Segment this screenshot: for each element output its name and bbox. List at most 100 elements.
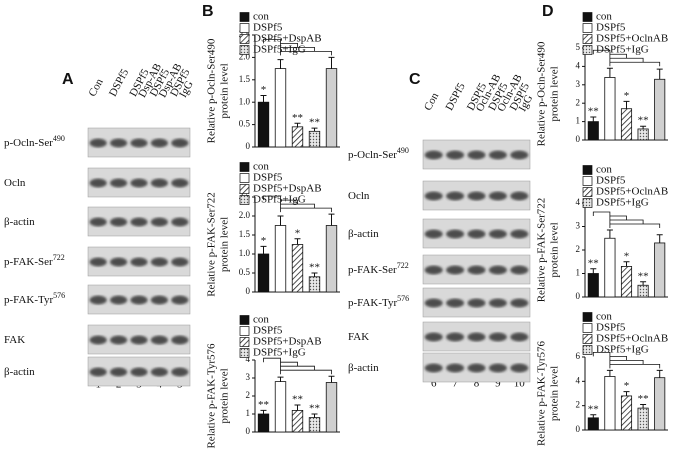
y-tick-label: 2 bbox=[576, 97, 581, 107]
legend-label: DSPf5+IgG bbox=[253, 44, 306, 56]
error-bar bbox=[294, 238, 301, 245]
bar bbox=[308, 130, 321, 148]
lane-number: 6 bbox=[431, 378, 437, 390]
blot-band bbox=[150, 367, 168, 377]
blot-band bbox=[510, 298, 529, 308]
legend-swatch bbox=[239, 337, 250, 347]
row-label: Ocln bbox=[4, 177, 26, 189]
bar bbox=[257, 253, 270, 293]
bar bbox=[291, 409, 304, 433]
lane-number: 9 bbox=[495, 378, 501, 390]
legend-swatch bbox=[582, 198, 593, 208]
y-tick-label: 1.5 bbox=[239, 229, 251, 239]
error-bar bbox=[623, 261, 630, 267]
legend-swatch bbox=[239, 195, 250, 205]
comparison-bracket bbox=[609, 57, 644, 63]
comparison-bracket bbox=[609, 53, 627, 59]
y-tick-label: 1.0 bbox=[239, 96, 251, 106]
bar bbox=[274, 381, 287, 433]
significance-label: ** bbox=[588, 106, 599, 118]
row-label-text: p-FAK-Tyr bbox=[348, 297, 397, 309]
row-label-text: β-actin bbox=[4, 216, 35, 228]
error-bar bbox=[656, 369, 663, 378]
panel-letter: B bbox=[202, 3, 214, 20]
significance-label: * bbox=[624, 250, 630, 262]
legend-swatch bbox=[582, 12, 593, 22]
error-bar bbox=[328, 56, 335, 69]
legend-swatch bbox=[582, 23, 593, 33]
blot-band bbox=[488, 332, 507, 342]
blot-band bbox=[130, 335, 148, 345]
blot-band bbox=[171, 367, 189, 377]
legend-label: DSPf5+IgG bbox=[253, 347, 306, 359]
blot-band bbox=[467, 363, 486, 373]
bar bbox=[620, 395, 633, 431]
error-bar bbox=[590, 268, 597, 274]
legend-label: DSPf5+IgG bbox=[596, 344, 649, 356]
blot-band bbox=[110, 295, 128, 305]
bar bbox=[587, 273, 599, 298]
comparison-bracket bbox=[263, 195, 281, 201]
row-label: β-actin bbox=[348, 362, 379, 374]
error-bar bbox=[260, 94, 267, 103]
blot-band bbox=[446, 150, 465, 160]
significance-label: ** bbox=[309, 403, 320, 415]
legend-label: DSPf5 bbox=[253, 22, 283, 34]
row-label-text: β-actin bbox=[348, 362, 379, 374]
row-label: p-FAK-Ser722 bbox=[4, 253, 65, 268]
blot-band bbox=[467, 229, 486, 239]
blot-band bbox=[130, 257, 148, 267]
bar bbox=[654, 377, 666, 431]
comparison-bracket bbox=[609, 219, 644, 225]
legend-label: DSPf5+IgG bbox=[596, 197, 649, 209]
y-axis-label: protein level bbox=[219, 217, 231, 272]
blot-band bbox=[467, 298, 486, 308]
bar bbox=[325, 68, 338, 148]
blot-band bbox=[110, 217, 128, 227]
blot-band bbox=[110, 178, 128, 188]
legend-label: DSPf5+OclnAB bbox=[596, 333, 668, 345]
legend-label: DSPf5+DspAB bbox=[253, 33, 322, 45]
blot-band bbox=[510, 229, 529, 239]
lane-number: 10 bbox=[514, 378, 526, 390]
y-tick-label: 4 bbox=[576, 60, 581, 70]
legend-swatch bbox=[239, 315, 250, 325]
panel-letter: C bbox=[409, 71, 421, 88]
legend-swatch bbox=[239, 348, 250, 358]
row-label: FAK bbox=[4, 334, 25, 346]
row-label-sup: 722 bbox=[397, 261, 409, 270]
row-label-text: p-Ocln-Ser bbox=[348, 149, 397, 161]
bar bbox=[291, 244, 304, 293]
blot-band bbox=[150, 335, 168, 345]
blot-band bbox=[446, 363, 465, 373]
comparison-bracket bbox=[592, 49, 611, 55]
legend-swatch bbox=[582, 45, 593, 55]
y-tick-label: 1.0 bbox=[239, 248, 251, 258]
comparison-bracket bbox=[280, 207, 332, 213]
y-tick-label: 2.0 bbox=[239, 210, 251, 220]
legend-swatch bbox=[239, 34, 250, 44]
row-label-sup: 490 bbox=[397, 146, 409, 155]
blot-band bbox=[488, 265, 507, 275]
bar bbox=[257, 101, 270, 148]
panel-letter: A bbox=[62, 71, 74, 88]
y-axis-label: protein level bbox=[219, 63, 231, 118]
significance-label: ** bbox=[309, 262, 320, 274]
error-bar bbox=[640, 281, 647, 286]
bar bbox=[637, 128, 649, 141]
legend-swatch bbox=[582, 176, 593, 186]
significance-label: * bbox=[261, 235, 267, 247]
error-bar bbox=[590, 414, 597, 418]
comparison-bracket bbox=[280, 203, 315, 209]
blot-band bbox=[446, 191, 465, 201]
blot-band bbox=[89, 367, 107, 377]
row-label: p-Ocln-Ser490 bbox=[4, 134, 65, 149]
y-axis-label: Relative p-FAK-Ser722 bbox=[536, 198, 548, 303]
y-tick-label: 0 bbox=[576, 424, 581, 434]
significance-label: ** bbox=[258, 399, 269, 411]
comparison-bracket bbox=[280, 51, 332, 56]
legend-label: DSPf5+OclnAB bbox=[596, 33, 668, 45]
row-label: p-Ocln-Ser490 bbox=[348, 146, 409, 161]
blot-band bbox=[467, 191, 486, 201]
